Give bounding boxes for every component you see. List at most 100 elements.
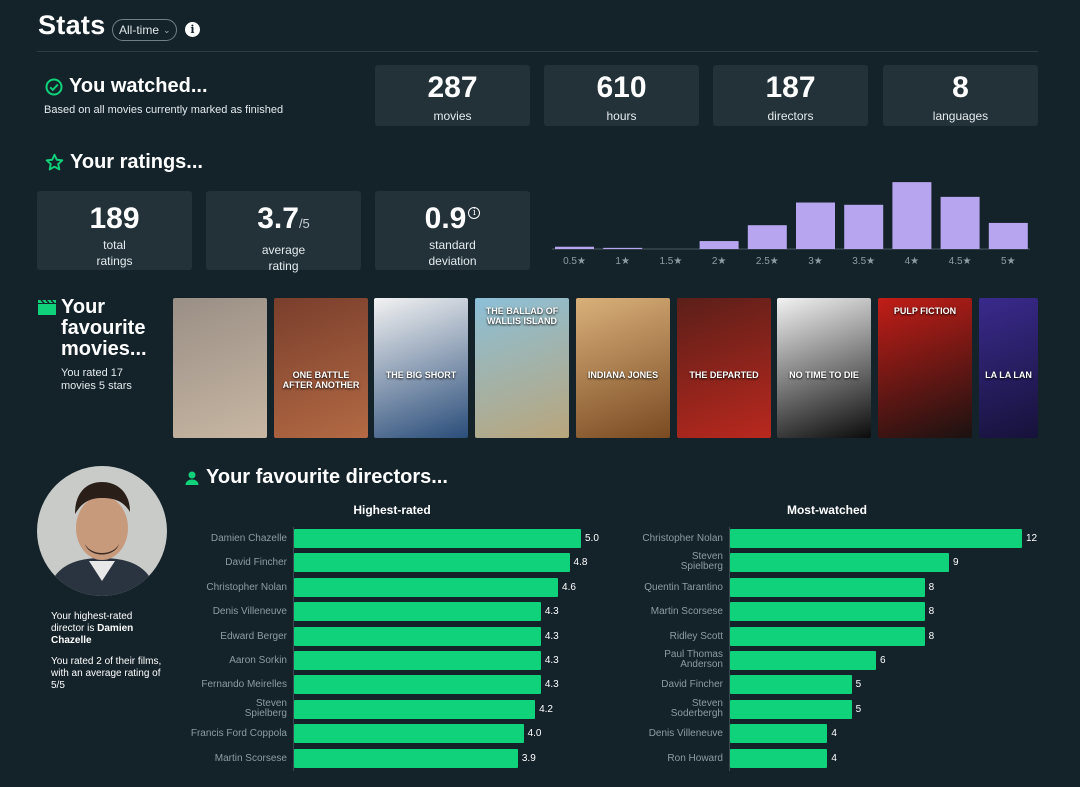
rating-tick-label: 5★ [1001, 256, 1016, 267]
director-bar[interactable] [730, 626, 925, 646]
poster-indiana-jones[interactable]: INDIANA JONES [576, 298, 670, 438]
poster-title: ONE BATTLE AFTER ANOTHER [282, 370, 360, 390]
directors-card: 187 directors [713, 65, 868, 126]
page-title: Stats [38, 10, 106, 40]
rating-tick-label: 1.5★ [659, 256, 682, 267]
hours-card: 610 hours [544, 65, 699, 126]
person-icon [185, 471, 199, 485]
poster-the-big-short[interactable]: THE BIG SHORT [374, 298, 468, 438]
poster-the-departed[interactable]: THE DEPARTED [677, 298, 771, 438]
director-label: David Fincher [661, 679, 723, 691]
director-bar[interactable] [730, 748, 828, 768]
rating-bar-7[interactable] [892, 182, 932, 249]
rating-bar-6[interactable] [844, 204, 884, 249]
director-label: Steven Spielberg [680, 551, 723, 573]
director-value: 3.9 [521, 752, 536, 764]
director-bar[interactable] [294, 675, 541, 695]
poster-1[interactable] [173, 298, 267, 438]
director-label: Christopher Nolan [206, 581, 287, 593]
rating-bar-8[interactable] [940, 196, 980, 249]
director-bar[interactable] [730, 724, 828, 744]
chevron-down-icon: ⌄ [163, 24, 171, 35]
director-bar[interactable] [730, 602, 925, 622]
poster-title: THE BIG SHORT [385, 370, 457, 380]
poster-title: THE DEPARTED [689, 370, 759, 380]
director-value: 4.3 [544, 630, 559, 642]
director-value: 5.0 [585, 533, 599, 544]
director-value: 4.3 [544, 679, 559, 691]
director-value: 12 [1026, 533, 1038, 544]
director-label: Denis Villeneuve [212, 606, 287, 618]
director-label: Aaron Sorkin [229, 655, 287, 666]
director-bar[interactable] [294, 577, 559, 597]
poster-title: THE BALLAD OF WALLIS ISLAND [485, 306, 559, 326]
director-value: 4 [831, 728, 837, 740]
highest-rated-title: Highest-rated [353, 503, 431, 517]
director-bar[interactable] [730, 699, 852, 719]
clapperboard-icon [38, 300, 56, 315]
director-label: Ridley Scott [669, 630, 723, 642]
director-label: Steven Soderbergh [670, 697, 723, 719]
rating-bar-9[interactable] [988, 222, 1028, 249]
director-value: 4.6 [562, 581, 576, 593]
favourite-movies-heading: Your favourite movies... [61, 296, 147, 360]
director-avatar [37, 466, 167, 596]
director-bar[interactable] [730, 529, 1022, 548]
poster-title: NO TIME TO DIE [789, 370, 859, 380]
director-label: Paul Thomas Anderson [664, 649, 723, 670]
director-value: 4.3 [544, 655, 559, 666]
director-bar[interactable] [294, 529, 581, 548]
director-bar[interactable] [294, 748, 518, 768]
director-label: Martin Scorsese [214, 752, 287, 764]
director-label: Ron Howard [667, 752, 723, 764]
star-outline-icon [45, 153, 64, 171]
average-rating-card: 3.7/5 average rating [206, 191, 361, 272]
rating-bar-0[interactable] [555, 246, 594, 249]
rating-bar-5[interactable] [796, 202, 835, 249]
director-label: Damien Chazelle [210, 533, 287, 544]
watched-subtitle: Based on all movies currently marked as … [44, 104, 284, 116]
director-value: 4.8 [573, 557, 588, 569]
rating-bar-3[interactable] [699, 241, 739, 249]
director-label: Edward Berger [220, 630, 287, 642]
poster-one-battle-after-another[interactable]: ONE BATTLE AFTER ANOTHER [274, 298, 368, 438]
director-bar[interactable] [730, 651, 876, 670]
director-bar[interactable] [294, 602, 541, 622]
poster-ballad-of-wallis-island[interactable]: THE BALLAD OF WALLIS ISLAND [475, 298, 569, 438]
director-bar[interactable] [294, 626, 541, 646]
rating-bar-1[interactable] [603, 247, 643, 249]
director-bar[interactable] [730, 577, 925, 597]
favourite-movies-subtitle: You rated 17 movies 5 stars [61, 367, 132, 392]
poster-la-la-land[interactable]: LA LA LAN [979, 298, 1038, 438]
highlight-director-text: Your highest-rated director is Damien Ch… [51, 611, 134, 646]
director-label: Martin Scorsese [650, 606, 723, 618]
director-label: Denis Villeneuve [648, 728, 723, 740]
deviation-info-icon[interactable]: i [468, 207, 481, 219]
watched-heading: You watched... [45, 75, 208, 98]
rating-tick-label: 1★ [615, 256, 630, 267]
director-label: David Fincher [225, 557, 287, 569]
time-range-select[interactable]: All-time ⌄ [112, 19, 177, 41]
director-bar[interactable] [294, 699, 536, 719]
director-bar[interactable] [294, 553, 570, 573]
director-value: 5 [855, 679, 862, 691]
movies-card: 287 movies [375, 65, 530, 126]
poster-pulp-fiction[interactable]: PULP FICTION [878, 298, 972, 438]
info-icon[interactable]: i [185, 22, 200, 37]
check-circle-icon [45, 78, 63, 95]
languages-card: 8 languages [883, 65, 1038, 126]
director-label: Quentin Tarantino [644, 581, 723, 593]
chart-axis [293, 527, 294, 771]
poster-no-time-to-die[interactable]: NO TIME TO DIE [777, 298, 871, 438]
director-value: 4 [831, 752, 837, 764]
director-bar[interactable] [730, 553, 949, 573]
director-bar[interactable] [730, 675, 852, 695]
time-range-value: All-time [119, 23, 160, 37]
director-bar[interactable] [294, 651, 541, 670]
rating-bar-4[interactable] [747, 225, 787, 249]
director-value: 8 [928, 581, 935, 593]
director-value: 5 [855, 703, 862, 715]
poster-title: PULP FICTION [893, 306, 957, 316]
director-bar[interactable] [294, 724, 524, 744]
rating-tick-label: 4★ [905, 256, 920, 267]
